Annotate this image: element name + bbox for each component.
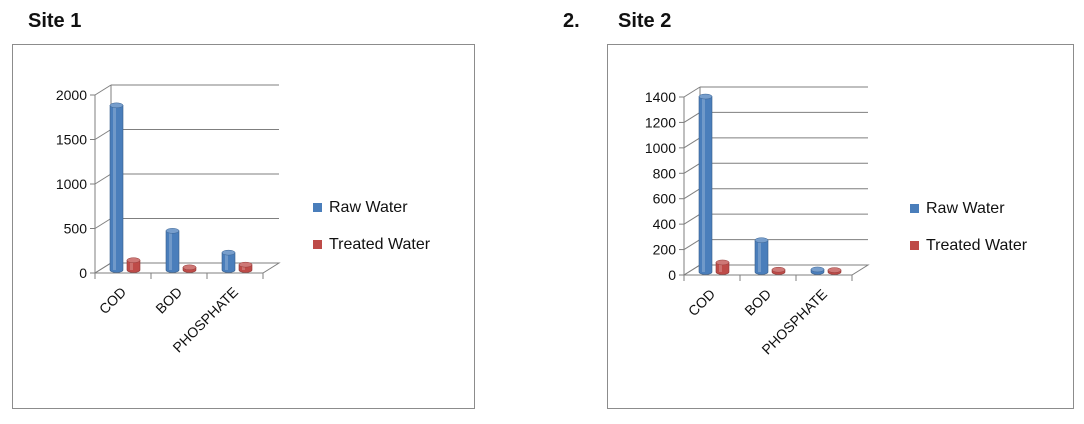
site1-heading: Site 1	[28, 10, 82, 32]
bar-highlight	[758, 242, 761, 272]
bar-treated-phosphate	[238, 261, 253, 273]
y-ticks: 0 200 400 600 800 1000 1200 1400	[645, 89, 853, 283]
y-tick-label: 600	[653, 191, 677, 207]
gridline-diagonal	[683, 188, 701, 200]
y-tick-label: 1200	[645, 114, 676, 130]
bar-body	[109, 105, 124, 273]
gridline-diagonal	[94, 84, 112, 96]
bars	[109, 102, 253, 273]
gridline-diagonal	[683, 112, 701, 123]
bar-raw-phosphate	[810, 266, 825, 275]
y-tick-label: 800	[653, 165, 677, 181]
gridline-diagonal	[94, 218, 112, 229]
bar-raw-bod	[165, 228, 180, 273]
bar-treated-bod	[771, 266, 786, 275]
y-tick-label: 1500	[56, 132, 87, 148]
chart-site2-frame: 0 200 400 600 800 1000 1200 1400 COD BOD PHOSPHATE…	[607, 44, 1074, 409]
bar-highlight	[719, 264, 722, 272]
y-tick-label: 2000	[56, 87, 87, 103]
y-tick-label: 400	[653, 216, 677, 232]
bar-top	[221, 249, 236, 256]
gridline-diagonal	[94, 173, 112, 185]
legend-label-raw: Raw Water	[329, 199, 408, 216]
legend-swatch	[313, 203, 322, 212]
gridline-diagonal	[683, 86, 701, 98]
bar-raw-cod	[109, 102, 124, 273]
gridline-diagonal	[94, 129, 112, 140]
bar-highlight	[169, 232, 172, 270]
y-tick-label: 500	[64, 221, 88, 237]
bar-highlight	[130, 262, 133, 270]
legend-label-raw: Raw Water	[926, 200, 1005, 217]
chart-site1-frame: 0 500 1000 1500 2000 COD BOD PHOSPHATE Raw Water…	[12, 44, 475, 409]
gridline-diagonal	[683, 162, 701, 174]
bar-raw-phosphate	[221, 249, 236, 273]
legend-swatch	[910, 241, 919, 250]
legend: Raw Water Treated Water	[313, 199, 431, 253]
bar-treated-phosphate	[827, 267, 842, 275]
site2-heading: Site 2	[618, 10, 672, 32]
legend-label-treated: Treated Water	[926, 237, 1028, 254]
bar-top	[182, 264, 197, 271]
bar-top	[771, 266, 786, 273]
bar-top	[754, 237, 769, 243]
bar-treated-cod	[126, 257, 141, 273]
bar-body	[221, 252, 236, 273]
x-tick-label-bod: BOD	[741, 286, 774, 319]
y-tick-label: 0	[79, 265, 87, 281]
y-tick-label: 1000	[645, 140, 676, 156]
bar-raw-bod	[754, 237, 769, 275]
bar-raw-cod	[698, 93, 713, 275]
chart-number: 2.	[563, 10, 580, 32]
y-tick-label: 200	[653, 242, 677, 258]
bar-highlight	[225, 254, 228, 270]
bar-body	[165, 230, 180, 273]
gridline-diagonal	[683, 137, 701, 149]
x-tick-label-bod: BOD	[152, 284, 185, 317]
y-ticks: 0 500 1000 1500 2000	[56, 87, 264, 281]
bar-body	[698, 96, 713, 275]
bar-top	[698, 93, 713, 100]
bar-body	[754, 239, 769, 275]
bar-highlight	[702, 98, 705, 272]
bar-treated-bod	[182, 264, 197, 273]
bar-top	[126, 257, 141, 263]
y-tick-label: 0	[668, 267, 676, 283]
bar-top	[715, 259, 730, 266]
bar-top	[109, 102, 124, 109]
bar-treated-cod	[715, 259, 730, 275]
legend-swatch	[313, 240, 322, 249]
gridline-diagonal	[683, 213, 701, 225]
x-tick-label-cod: COD	[96, 284, 129, 317]
bar-top	[810, 266, 825, 273]
gridline-diagonal	[683, 239, 701, 250]
bar-highlight	[242, 266, 245, 270]
bar-top	[238, 261, 253, 268]
legend-swatch	[910, 204, 919, 213]
legend-label-treated: Treated Water	[329, 236, 431, 253]
legend: Raw Water Treated Water	[910, 200, 1028, 254]
bar-top	[827, 267, 842, 273]
bars	[698, 93, 842, 275]
y-tick-label: 1400	[645, 89, 676, 105]
x-tick-label-cod: COD	[685, 286, 718, 319]
y-tick-label: 1000	[56, 176, 87, 192]
bar-highlight	[113, 107, 116, 270]
bar-top	[165, 228, 180, 234]
